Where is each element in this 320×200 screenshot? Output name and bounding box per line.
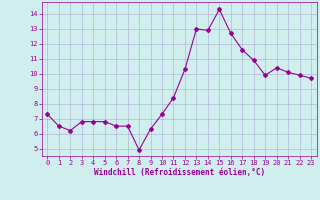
X-axis label: Windchill (Refroidissement éolien,°C): Windchill (Refroidissement éolien,°C) [94, 168, 265, 177]
